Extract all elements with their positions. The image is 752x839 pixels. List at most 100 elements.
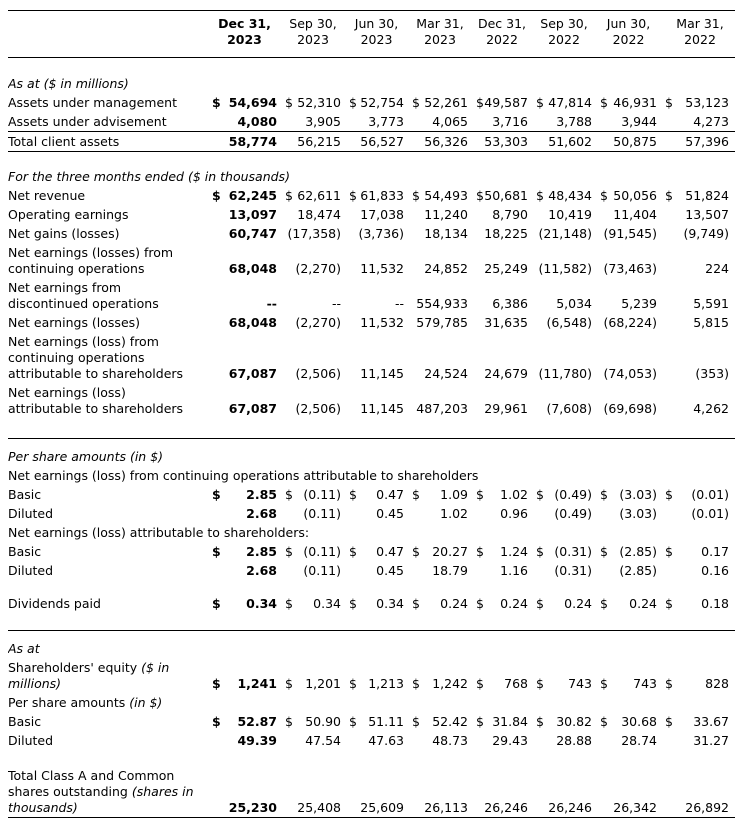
column-header: Sep 30, 2023 [277,10,341,58]
cell-value: 25,230 [228,800,277,815]
cell-value: (2,506) [295,401,341,416]
dollar-sign: $ [212,188,221,203]
cell-value: 29.43 [492,733,528,748]
value-cell: 47.63 [341,731,404,750]
value-cell: 68,048 [204,243,277,278]
value-cell: $0.17 [657,542,735,561]
value-cell: 56,215 [277,130,341,152]
value-cell: 11,145 [341,332,404,383]
cell-value: 1.24 [500,543,528,559]
cell-value: (3,736) [358,226,404,241]
spacer-cell [8,418,735,438]
value-cell: -- [341,278,404,313]
value-cell: $0.24 [468,594,528,613]
cell-value: (353) [695,366,729,381]
cell-value: 0.34 [246,595,277,611]
value-cell: 487,203 [404,383,468,418]
value-cell: $0.18 [657,594,735,613]
cell-value: (3.03) [619,486,657,502]
spacer-row [8,439,735,447]
data-row: Diluted 2.68 (0.11) 0.45 1.02 0.96 (0.49) (3.03… [8,504,735,523]
value-cell: 25,609 [341,766,404,818]
period-month: Sep 30, [540,16,588,31]
cell-value: 46,931 [613,94,657,110]
dollar-sign: $ [285,676,293,691]
period-year: 2023 [360,32,393,47]
value-cell: (0.49) [528,504,592,523]
dollar-sign: $ [476,188,484,203]
cell-value: 1.16 [500,562,528,578]
dollar-sign: $ [285,714,293,729]
cell-value: 20.27 [432,543,468,559]
value-cell: (17,358) [277,224,342,243]
dollar-sign: $ [476,595,484,611]
dollar-sign: $ [600,676,608,691]
cell-value: 0.24 [500,595,528,611]
value-cell: 4,273 [657,112,735,132]
value-cell: 5,591 [657,278,735,313]
dollar-sign: $ [600,486,608,502]
cell-value: 68,048 [228,261,277,276]
cell-value: 13,507 [685,207,729,222]
cell-value: 11,240 [424,207,468,222]
value-cell: $50,681 [468,186,528,205]
cell-value: 28.88 [556,733,592,748]
dollar-sign: $ [412,188,420,203]
dollar-sign: $ [285,94,293,110]
value-cell: $20.27 [404,542,468,561]
cell-value: 47.54 [305,733,341,748]
period-month: Dec 31, [218,16,271,31]
cell-value: 4,065 [432,113,468,129]
value-cell: 11,404 [592,205,657,224]
row-label-text: Net earnings (loss) from continuing oper… [8,334,184,381]
period-year: 2023 [297,32,329,47]
cell-value: 26,113 [424,800,468,815]
value-cell: 4,080 [204,112,277,132]
cell-value: 11,145 [360,366,404,381]
dollar-sign: $ [212,714,221,729]
cell-value: 0.24 [629,595,657,611]
dollar-sign: $ [349,543,357,559]
value-cell: (11,780) [528,332,593,383]
value-cell: 18,134 [404,224,468,243]
value-cell: $51.11 [341,712,404,731]
cell-value: 0.16 [701,562,729,578]
value-cell: 3,773 [341,112,404,132]
cell-value: 1.02 [440,505,468,521]
value-cell: (69,698) [592,383,658,418]
cell-value: 743 [568,676,592,691]
value-cell: 11,532 [341,313,404,332]
column-header-row: Dec 31, 2023 Sep 30, 2023 Jun 30, 2023 Mar 31,… [8,10,735,58]
cell-value: 30.82 [556,714,592,729]
row-label: Basic [8,712,204,731]
data-row: Basic $52.87 $50.90 $51.11 $52.42 $31.84 $30.8… [8,712,735,731]
cell-value: 31.27 [693,733,729,748]
value-cell: $743 [592,658,657,693]
spacer-cell [8,151,735,167]
dollar-sign: $ [349,714,357,729]
cell-value: 5,239 [621,296,657,311]
sub-row: Net earnings (loss) attributable to shar… [8,523,735,542]
value-cell: 53,303 [468,130,528,152]
cell-value: 5,034 [556,296,592,311]
value-cell: 49.39 [204,731,277,750]
dollar-sign: $ [349,676,357,691]
value-cell: (11,582) [528,243,593,278]
section-heading: Per share amounts (in $) [8,448,164,464]
value-cell: $30.82 [528,712,592,731]
cell-value: 31,635 [484,315,528,330]
value-cell: 0.16 [657,561,735,580]
value-cell: 28.88 [528,731,592,750]
value-cell: $0.24 [404,594,468,613]
cell-value: 1,201 [305,676,341,691]
cell-value: 26,342 [613,800,657,815]
cell-value: (0.01) [691,486,729,502]
cell-value: 0.45 [376,562,404,578]
value-cell: $0.34 [204,594,277,613]
dollar-sign: $ [536,676,544,691]
row-label: Per share amounts (in $) [8,693,204,712]
value-cell: 26,246 [528,766,592,818]
cell-value: (0.11) [303,543,341,559]
dollar-sign: $ [536,486,544,502]
value-cell: 67,087 [204,383,277,418]
